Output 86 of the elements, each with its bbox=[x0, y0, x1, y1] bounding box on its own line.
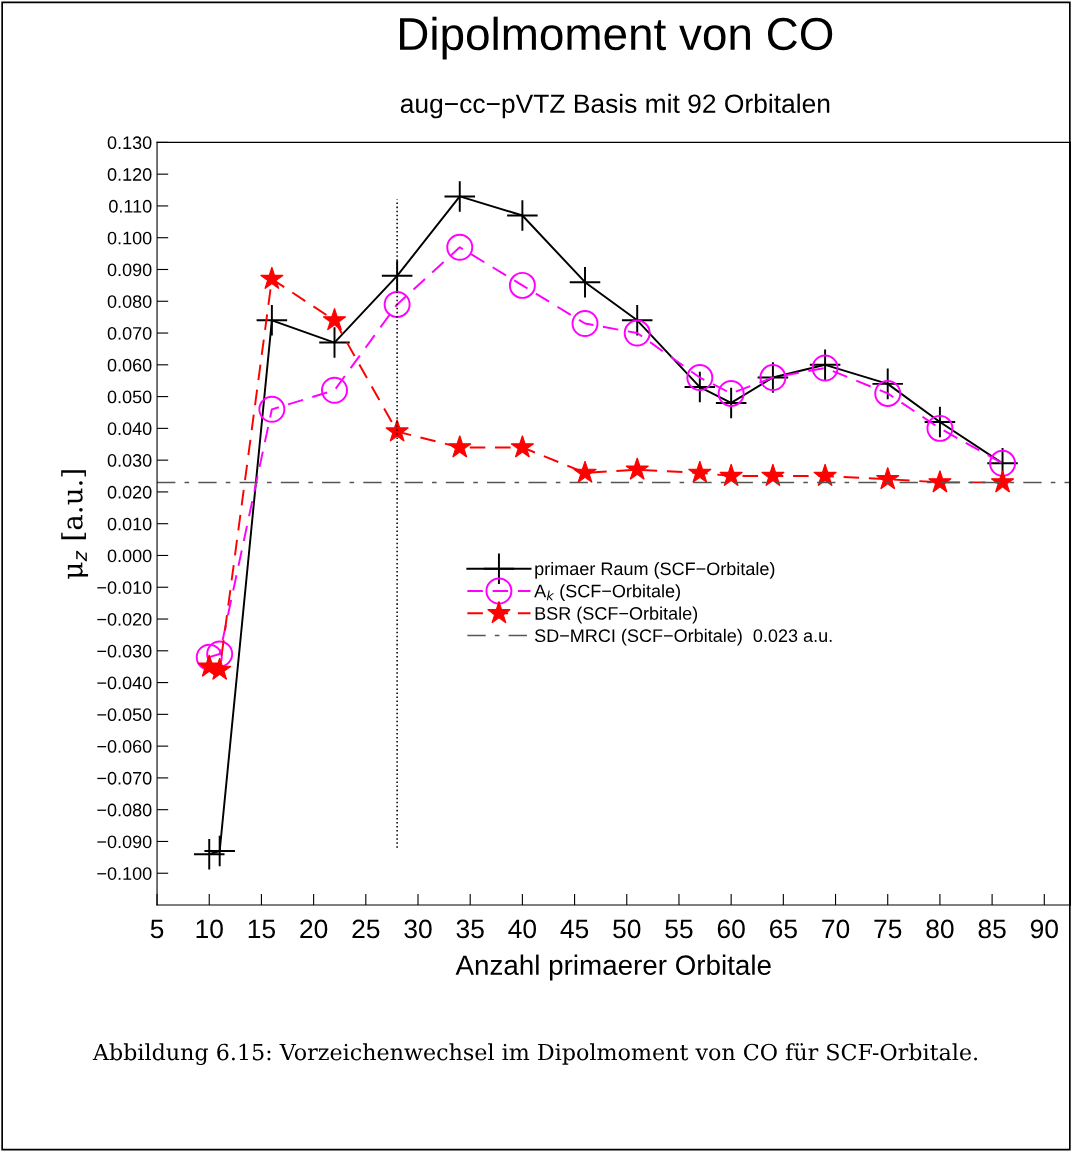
y-tick-label: 0.100 bbox=[107, 231, 152, 245]
y-tick-label: −0.100 bbox=[97, 867, 152, 880]
y-tick-label: −0.020 bbox=[97, 612, 152, 626]
y-tick-label: 0.070 bbox=[107, 326, 152, 340]
y-tick-label: 0.000 bbox=[107, 549, 152, 563]
y-tick-label: −0.060 bbox=[97, 740, 152, 753]
point bbox=[383, 290, 411, 318]
point bbox=[808, 348, 842, 382]
legend-label: primaer Raum (SCF−Orbitale) bbox=[535, 561, 775, 579]
legend-label: SD−MRCI (SCF−Orbitale) 0.023 a.u. bbox=[534, 628, 832, 646]
point bbox=[623, 319, 651, 347]
x-tick-label: 20 bbox=[300, 919, 328, 939]
x-tick-label: 70 bbox=[822, 919, 850, 939]
point bbox=[928, 470, 952, 493]
x-tick-label: 30 bbox=[404, 919, 432, 939]
point bbox=[688, 460, 712, 483]
point bbox=[446, 233, 474, 261]
y-tick-label: 0.010 bbox=[107, 517, 152, 531]
y-tick-label: 0.090 bbox=[107, 263, 152, 277]
point bbox=[258, 395, 286, 423]
y-tick-label: 0.130 bbox=[107, 136, 152, 150]
x-tick-label: 60 bbox=[717, 919, 745, 939]
point bbox=[571, 310, 599, 337]
y-tick-label: −0.030 bbox=[97, 644, 152, 658]
point bbox=[813, 463, 837, 487]
y-tick-label: −0.040 bbox=[97, 676, 152, 690]
x-tick-label: 40 bbox=[508, 919, 537, 939]
point bbox=[195, 643, 223, 671]
point bbox=[260, 266, 284, 290]
y-tick-label: 0.030 bbox=[107, 454, 152, 467]
text: Abbildung 6.15: Vorzeichenwechsel im Dipolmoment von CO für SCF-Orbitale. bbox=[92, 1043, 978, 1066]
point bbox=[206, 640, 234, 668]
x-tick-label: 75 bbox=[874, 919, 902, 939]
point bbox=[192, 837, 226, 871]
x-tick-label: 90 bbox=[1030, 919, 1058, 939]
point bbox=[874, 379, 902, 407]
point bbox=[761, 463, 785, 487]
point bbox=[625, 457, 649, 480]
y-tick-label: −0.080 bbox=[97, 803, 152, 817]
point bbox=[717, 379, 745, 407]
point bbox=[990, 470, 1015, 493]
x-tick-label: 45 bbox=[560, 919, 589, 939]
point bbox=[875, 466, 900, 490]
point bbox=[719, 463, 743, 487]
point bbox=[443, 180, 476, 213]
chart-subtitle: aug−cc−pVTZ Basis mit 92 Orbitalen bbox=[400, 93, 830, 119]
y-axis-title: μ$_{z}$ [a.u.] bbox=[61, 470, 89, 579]
x-tick-label: 85 bbox=[978, 919, 1006, 939]
x-tick-label: 15 bbox=[248, 919, 275, 939]
legend-label: A$_{k}$ (SCF−Orbitale) bbox=[534, 584, 680, 601]
x-tick-label: 5 bbox=[150, 919, 164, 939]
point bbox=[321, 376, 348, 404]
y-tick-label: −0.050 bbox=[97, 708, 152, 722]
point bbox=[385, 419, 409, 442]
point bbox=[686, 364, 714, 391]
x-axis-title: Anzahl primaerer Orbitale bbox=[455, 954, 771, 981]
y-tick-label: 0.050 bbox=[107, 390, 152, 404]
point bbox=[926, 414, 954, 442]
y-tick-label: 0.080 bbox=[107, 295, 152, 308]
point bbox=[568, 265, 602, 299]
x-tick-label: 35 bbox=[456, 919, 484, 939]
point bbox=[447, 435, 472, 458]
x-tick-label: 25 bbox=[352, 919, 380, 939]
x-tick-label: 50 bbox=[613, 919, 641, 939]
y-tick-label: −0.090 bbox=[97, 835, 152, 849]
point bbox=[573, 460, 597, 483]
point bbox=[510, 435, 535, 458]
y-tick-label: 0.060 bbox=[107, 358, 152, 372]
x-tick-label: 55 bbox=[665, 919, 693, 939]
y-tick-label: −0.070 bbox=[97, 771, 152, 785]
point bbox=[255, 304, 289, 337]
x-tick-label: 65 bbox=[770, 919, 797, 939]
chart-title: Dipolmoment von CO bbox=[400, 16, 833, 60]
legend-label: BSR (SCF−Orbitale) bbox=[535, 606, 698, 624]
y-tick-label: 0.120 bbox=[107, 168, 152, 181]
point bbox=[506, 199, 539, 232]
point bbox=[322, 307, 347, 331]
point bbox=[811, 354, 839, 382]
point bbox=[508, 271, 536, 299]
y-tick-label: 0.110 bbox=[109, 199, 152, 213]
y-tick-label: −0.010 bbox=[97, 581, 152, 594]
y-tick-label: 0.040 bbox=[107, 422, 152, 436]
x-tick-label: 10 bbox=[196, 919, 223, 939]
y-tick-label: 0.020 bbox=[107, 485, 152, 499]
x-tick-label: 80 bbox=[926, 919, 954, 939]
point bbox=[203, 834, 236, 868]
